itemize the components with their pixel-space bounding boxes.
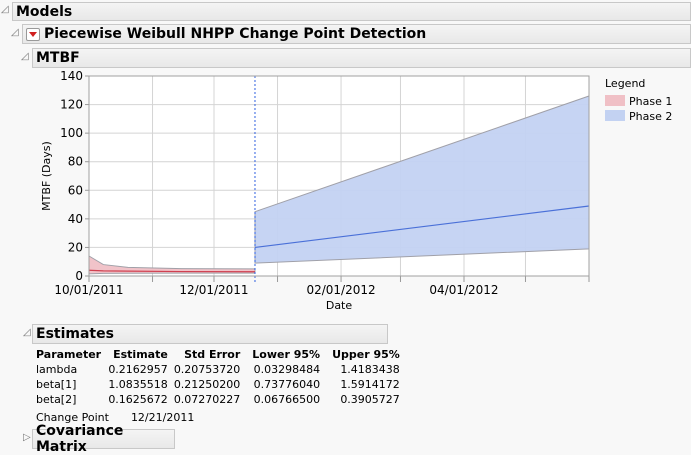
table-row: beta[2] 0.1625672 0.07270227 0.06766500 0.39… — [36, 392, 400, 407]
x-axis-label: Date — [326, 299, 353, 312]
column-header: Lower 95% — [252, 348, 321, 361]
cell: 0.03298484 — [253, 363, 321, 376]
y-tick-label: 140 — [60, 69, 83, 83]
covariance-header[interactable]: Covariance Matrix — [32, 423, 175, 455]
cell: 0.2162957 — [108, 363, 168, 376]
disclosure-triangle-icon[interactable]: ◿ — [1, 4, 9, 15]
table-header-row: Parameter Estimate Std Error Lower 95% U… — [36, 347, 400, 362]
legend-swatch-1 — [605, 95, 625, 106]
models-title: Models — [16, 3, 73, 20]
legend-label-2: Phase 2 — [629, 110, 672, 123]
y-tick-label: 0 — [75, 269, 83, 283]
report-title: Piecewise Weibull NHPP Change Point Dete… — [44, 26, 427, 42]
cell: 0.21250200 — [173, 378, 241, 391]
y-tick-label: 20 — [68, 240, 83, 254]
y-tick-label: 80 — [68, 155, 83, 169]
cell: lambda — [36, 363, 78, 376]
plot-frame — [88, 75, 590, 277]
x-tick-label: 10/01/2011 — [54, 283, 123, 297]
disclosure-triangle-closed-icon[interactable]: ▷ — [23, 432, 31, 443]
change-point-value: 12/21/2011 — [130, 411, 195, 424]
cell: 0.1625672 — [108, 393, 168, 406]
cell: beta[2] — [36, 393, 77, 406]
legend-label-1: Phase 1 — [629, 95, 672, 108]
mtbf-header[interactable]: MTBF — [32, 48, 691, 68]
legend-title: Legend — [605, 77, 645, 90]
table-row: lambda 0.2162957 0.20753720 0.03298484 1.418… — [36, 362, 400, 377]
table-row: beta[1] 1.0835518 0.21250200 0.73776040 1.59… — [36, 377, 400, 392]
cell: 1.5914172 — [340, 378, 400, 391]
estimates-header[interactable]: Estimates — [32, 324, 388, 344]
disclosure-triangle-icon[interactable]: ◿ — [21, 51, 29, 62]
y-tick-label: 100 — [60, 126, 83, 140]
cell: 0.73776040 — [253, 378, 321, 391]
column-header: Parameter — [36, 348, 102, 361]
y-axis-label: MTBF (Days) — [40, 141, 53, 211]
disclosure-triangle-icon[interactable]: ◿ — [23, 327, 31, 338]
report-header[interactable]: Piecewise Weibull NHPP Change Point Dete… — [22, 24, 691, 44]
y-tick-label: 60 — [68, 183, 83, 197]
x-tick-label: 02/01/2012 — [306, 283, 375, 297]
column-header: Estimate — [113, 348, 168, 361]
change-point-label: Change Point — [36, 411, 109, 424]
mtbf-chart: 0 20 40 60 80 100 120 140 10/01/2011 12/01/2011 02… — [40, 69, 672, 312]
estimates-table: Parameter Estimate Std Error Lower 95% U… — [36, 347, 400, 407]
mtbf-line-1 — [88, 269, 255, 273]
red-triangle-menu-icon[interactable] — [26, 27, 40, 41]
mtbf-title: MTBF — [36, 50, 80, 66]
mtbf-line-2 — [254, 205, 590, 249]
models-header[interactable]: Models — [12, 2, 691, 21]
x-tick-label: 04/01/2012 — [429, 283, 498, 297]
cell: 0.07270227 — [173, 393, 241, 406]
estimates-title: Estimates — [36, 326, 114, 342]
disclosure-triangle-icon[interactable]: ◿ — [11, 27, 19, 38]
cell: 0.3905727 — [340, 393, 400, 406]
cell: 1.4183438 — [340, 363, 400, 376]
cell: 1.0835518 — [108, 378, 168, 391]
column-header: Upper 95% — [332, 348, 400, 361]
cell: beta[1] — [36, 378, 77, 391]
change-point: Change Point 12/21/2011 — [36, 411, 194, 424]
column-header: Std Error — [184, 348, 241, 361]
legend-swatch-2 — [605, 110, 625, 121]
y-tick-label: 40 — [68, 212, 83, 226]
covariance-title: Covariance Matrix — [36, 423, 124, 455]
cell: 0.06766500 — [253, 393, 321, 406]
cell: 0.20753720 — [173, 363, 241, 376]
x-tick-label: 12/01/2011 — [179, 283, 248, 297]
y-tick-label: 120 — [60, 98, 83, 112]
